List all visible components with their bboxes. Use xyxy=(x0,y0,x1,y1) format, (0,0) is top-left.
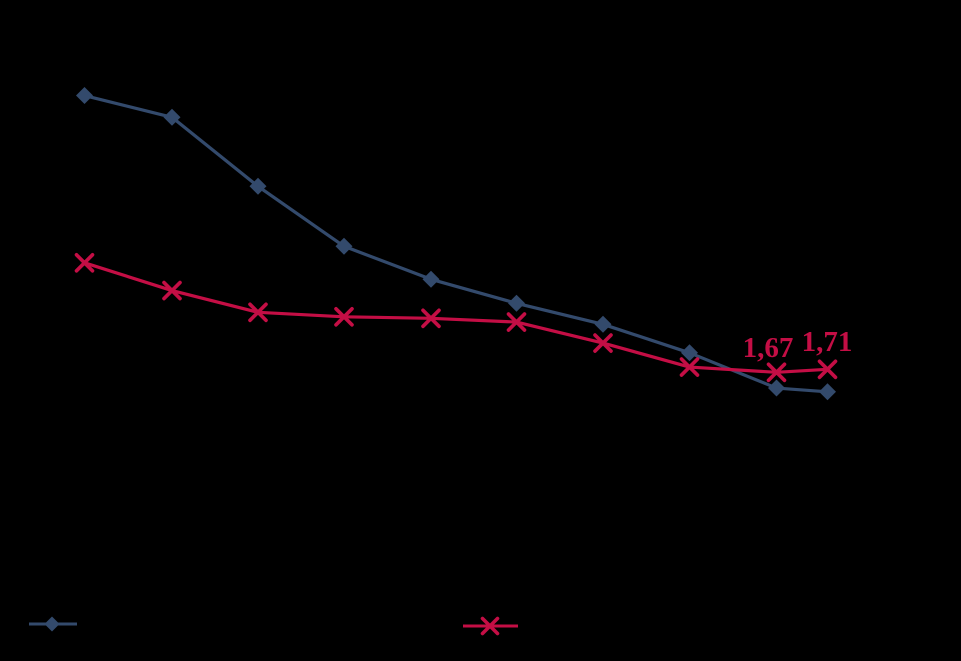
red-x-series-marker xyxy=(679,357,700,377)
red-x-series-marker xyxy=(248,302,268,323)
blue-diamond-series-marker xyxy=(335,237,353,255)
data-point-label: 1,67 xyxy=(743,332,794,364)
data-point-label: 1,71 xyxy=(802,326,853,358)
red-x-series-line xyxy=(84,261,828,374)
blue-diamond-series-marker xyxy=(819,383,836,401)
red-x-series-marker xyxy=(334,307,354,327)
legend-marker-blue-diamond-series xyxy=(44,616,60,632)
red-x-series-marker xyxy=(593,333,613,353)
red-x-series-marker xyxy=(817,359,838,380)
blue-diamond-series-marker xyxy=(163,108,181,126)
red-x-series-marker xyxy=(74,253,95,273)
red-x-series-marker xyxy=(506,312,527,332)
red-x-series-marker xyxy=(766,362,787,383)
blue-diamond-series-marker xyxy=(422,270,440,288)
blue-diamond-series-marker xyxy=(594,315,612,333)
blue-diamond-series-marker xyxy=(249,177,267,195)
legend-marker-red-x-series xyxy=(480,616,500,636)
blue-diamond-series-marker xyxy=(768,379,785,397)
red-x-series-marker xyxy=(162,280,182,301)
red-x-series-marker xyxy=(421,308,441,329)
blue-diamond-series-marker xyxy=(508,294,525,312)
blue-diamond-series-marker xyxy=(76,87,93,105)
blue-diamond-series-marker xyxy=(681,344,698,362)
